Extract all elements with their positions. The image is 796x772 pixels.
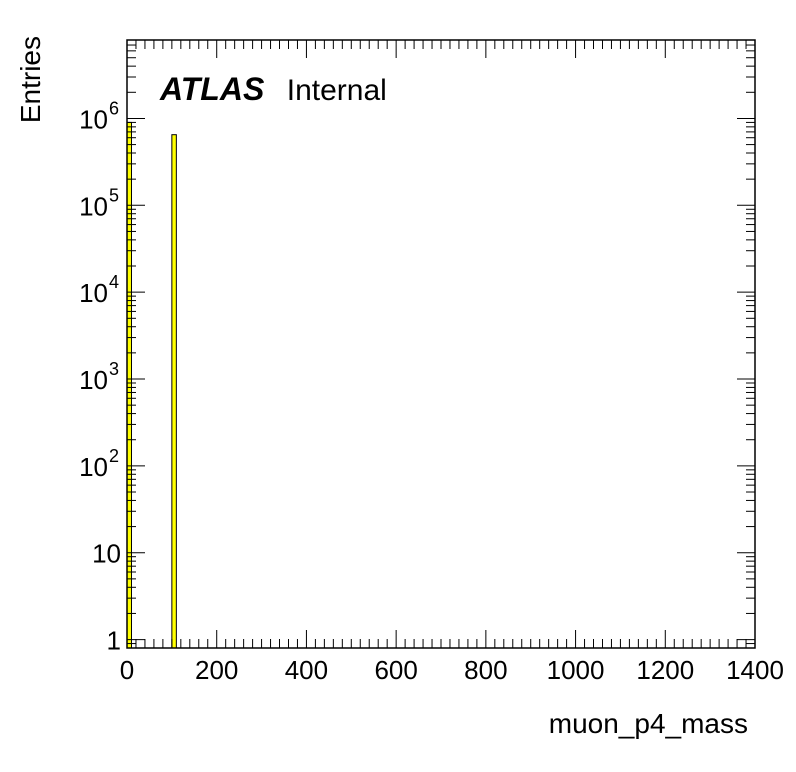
y-tick-label: 10 (79, 191, 108, 221)
x-tick-label: 400 (285, 655, 328, 685)
atlas-label-bold: ATLAS (159, 71, 265, 107)
x-tick-label: 1400 (726, 655, 784, 685)
y-tick-label: 10 (79, 365, 108, 395)
x-tick-label: 1200 (636, 655, 694, 685)
y-tick-exponent: 2 (109, 446, 119, 466)
y-tick-label: 10 (79, 104, 108, 134)
y-tick-label: 10 (92, 539, 121, 569)
y-tick-exponent: 4 (109, 272, 119, 292)
histogram-bars (126, 121, 177, 649)
x-tick-label: 600 (374, 655, 417, 685)
x-axis-title: muon_p4_mass (549, 708, 748, 739)
atlas-label-internal: Internal (287, 74, 387, 107)
axis-ticks (126, 39, 756, 649)
y-tick-label: 10 (79, 278, 108, 308)
x-tick-labels: 0 200 400 600 800 1000 1200 1400 (120, 655, 784, 685)
x-tick-label: 1000 (547, 655, 605, 685)
y-tick-label: 1 (107, 626, 121, 656)
y-axis-title: Entries (15, 36, 46, 123)
atlas-label: ATLAS Internal (159, 71, 387, 107)
y-tick-label: 10 (79, 452, 108, 482)
x-tick-label: 0 (120, 655, 134, 685)
x-tick-label: 200 (195, 655, 238, 685)
y-tick-exponent: 6 (109, 98, 119, 118)
y-tick-exponent: 5 (109, 185, 119, 205)
histogram-bar (171, 134, 177, 649)
plot-frame (126, 39, 756, 649)
y-tick-exponent: 3 (109, 359, 119, 379)
x-tick-label: 800 (464, 655, 507, 685)
